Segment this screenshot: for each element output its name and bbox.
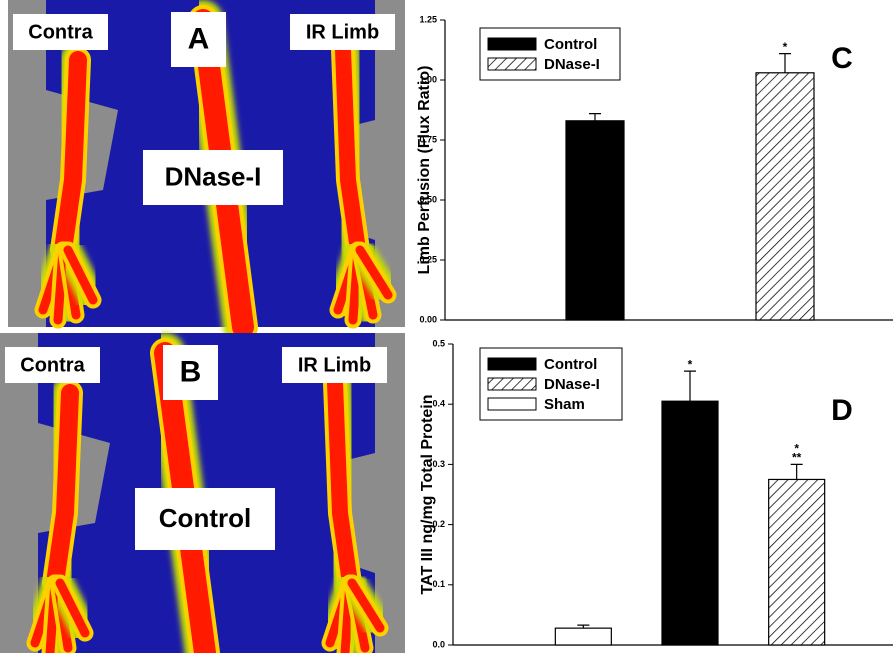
error-bar bbox=[589, 113, 601, 121]
legend-label: DNase-I bbox=[544, 376, 600, 393]
legend-box bbox=[479, 27, 621, 81]
panel-letter: B bbox=[180, 355, 202, 388]
center-label: Control bbox=[159, 503, 251, 533]
gray-area bbox=[0, 333, 38, 653]
y-tick-label: 0.0 bbox=[432, 639, 445, 649]
y-tick-label: 0.5 bbox=[432, 338, 445, 348]
right-label: IR Limb bbox=[306, 21, 379, 43]
center-label-box bbox=[135, 488, 275, 550]
center-label: DNase-I bbox=[165, 161, 262, 191]
gray-area bbox=[8, 0, 46, 327]
y-tick-label: 0.1 bbox=[432, 579, 445, 589]
perfusion-core bbox=[355, 245, 393, 300]
panel-letter: D bbox=[831, 394, 853, 427]
perfusion-core bbox=[327, 375, 358, 591]
y-axis-label: Limb Perfusion (Flux Ratio) bbox=[416, 66, 433, 275]
error-bar bbox=[684, 370, 696, 402]
y-tick-label: 1.00 bbox=[419, 74, 437, 84]
perfusion-core bbox=[335, 42, 366, 258]
y-tick-label: 0.25 bbox=[419, 254, 437, 264]
legend-label: Control bbox=[544, 356, 597, 373]
left-label-box bbox=[13, 14, 108, 50]
right-label: IR Limb bbox=[298, 354, 371, 376]
panel-letter: A bbox=[188, 22, 210, 55]
right-label-box bbox=[290, 14, 395, 50]
error-bar bbox=[790, 463, 803, 480]
left-label: Contra bbox=[28, 21, 93, 43]
perfusion-core bbox=[347, 578, 385, 633]
perfusion-core bbox=[54, 51, 87, 259]
image-panel: Contra A IR Limb DNase-I bbox=[8, 0, 405, 347]
legend-label: Control bbox=[544, 36, 597, 53]
bar bbox=[755, 72, 815, 321]
bar bbox=[565, 120, 625, 321]
right-label-box bbox=[282, 347, 387, 383]
panel-letter-box bbox=[163, 345, 218, 400]
image-panel: Contra B IR Limb Control bbox=[0, 333, 405, 658]
center-label-box bbox=[143, 150, 283, 205]
panel-letter: C bbox=[831, 42, 853, 75]
y-tick-label: 0.4 bbox=[432, 399, 445, 409]
legend-swatch bbox=[487, 57, 537, 71]
perfusion-core bbox=[63, 245, 98, 305]
legend-swatch bbox=[487, 37, 537, 51]
bar bbox=[554, 627, 612, 646]
perfusion-core bbox=[46, 384, 79, 592]
legend-label: DNase-I bbox=[544, 56, 600, 73]
perfusion-core bbox=[55, 578, 90, 638]
significance-mark: * bbox=[794, 442, 799, 456]
error-bar bbox=[779, 53, 791, 73]
left-label: Contra bbox=[20, 354, 85, 376]
gray-area bbox=[375, 333, 405, 653]
error-bar bbox=[577, 624, 590, 629]
legend-swatch bbox=[487, 357, 537, 371]
y-tick-label: 1.25 bbox=[419, 14, 437, 24]
legend-swatch bbox=[487, 397, 537, 411]
y-tick-label: 0.3 bbox=[432, 459, 445, 469]
y-tick-label: 0.00 bbox=[419, 314, 437, 324]
legend-swatch bbox=[487, 377, 537, 391]
panel-letter-box bbox=[171, 12, 226, 67]
y-tick-label: 0.75 bbox=[419, 134, 437, 144]
y-tick-label: 0.2 bbox=[432, 519, 445, 529]
bar bbox=[768, 478, 826, 646]
significance-mark: * bbox=[783, 40, 788, 54]
y-axis-label: TAT III ng/mg Total Protein bbox=[419, 395, 436, 595]
y-tick-label: 0.50 bbox=[419, 194, 437, 204]
significance-mark: ** bbox=[792, 451, 802, 465]
legend-label: Sham bbox=[544, 396, 585, 413]
left-label-box bbox=[5, 347, 100, 383]
bar bbox=[661, 400, 719, 646]
significance-mark: * bbox=[688, 357, 693, 371]
